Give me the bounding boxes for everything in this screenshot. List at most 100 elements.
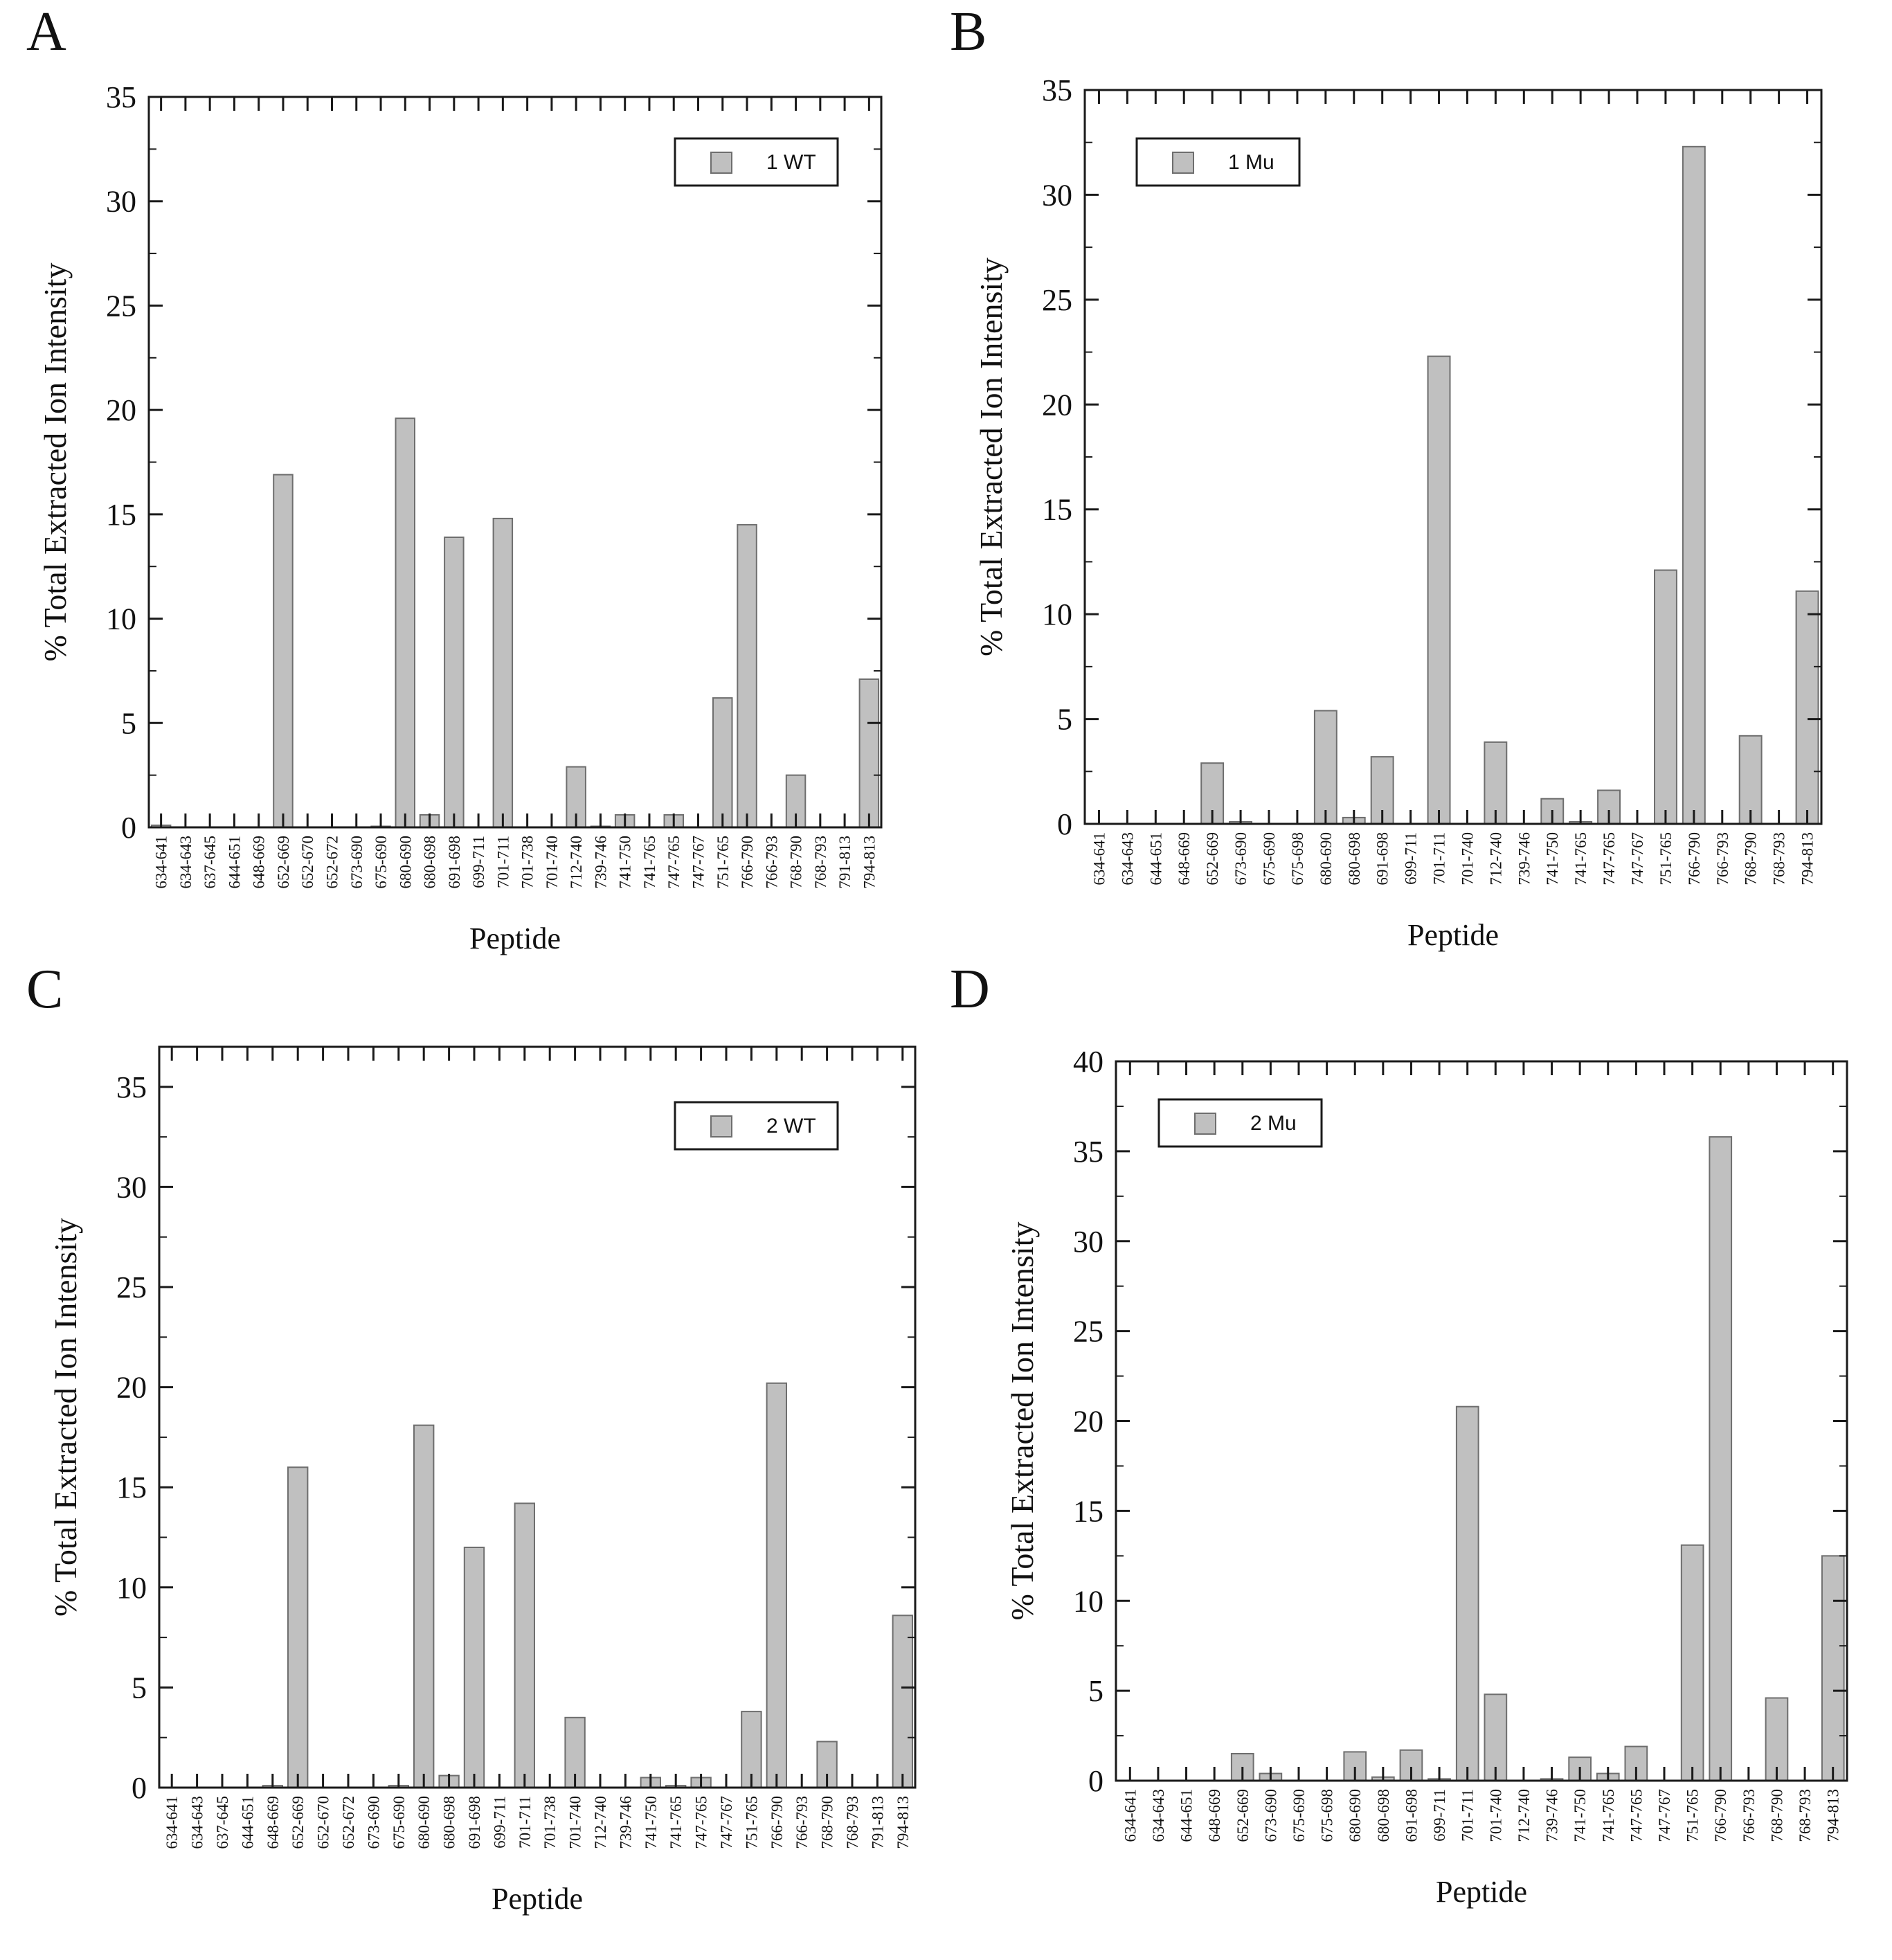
x-tick-label: 747-765	[665, 836, 683, 889]
x-tick-label: 741-765	[1572, 832, 1589, 885]
bar-701-711	[514, 1502, 535, 1788]
x-tick-label: 766-790	[1712, 1789, 1729, 1842]
x-tick-label: 701-738	[541, 1796, 559, 1849]
x-tick-label: 680-690	[1346, 1789, 1364, 1842]
x-tick-label: 637-645	[214, 1796, 231, 1849]
x-tick-label: 766-793	[763, 836, 780, 889]
y-tick-label: 35	[1073, 1135, 1103, 1169]
x-axis-title: Peptide	[1407, 918, 1499, 952]
x-tick-label: 652-669	[1204, 832, 1221, 885]
x-tick-label: 634-641	[1121, 1789, 1139, 1842]
bar-680-690	[1313, 710, 1337, 825]
y-tick-label: 0	[132, 1771, 147, 1805]
legend-swatch	[1194, 1113, 1216, 1135]
x-tick-label: 712-740	[568, 836, 585, 889]
x-tick-label: 699-711	[470, 836, 487, 888]
x-tick-label: 634-641	[1090, 832, 1108, 885]
x-tick-label: 768-790	[1742, 832, 1760, 885]
x-tick-label: 701-711	[516, 1796, 534, 1849]
y-axis-title: % Total Extracted Ion Intensity	[1004, 1222, 1040, 1621]
x-tick-label: 648-669	[264, 1796, 282, 1849]
x-tick-label: 741-750	[642, 1796, 660, 1849]
y-tick-label: 10	[106, 602, 136, 636]
chart-root: A 0 5 10 15 20 25 30 35 634-641 634-643 637-645 644-…	[26, 1, 1848, 1916]
x-tick-label: 680-698	[422, 836, 439, 889]
x-tick-label: 652-669	[275, 836, 292, 889]
x-tick-label: 701-711	[1459, 1789, 1477, 1842]
x-tick-label: 648-669	[1175, 832, 1193, 885]
x-tick-label: 766-793	[1740, 1789, 1758, 1842]
x-tick-label: 766-790	[1686, 832, 1703, 885]
bar-652-669	[287, 1466, 309, 1789]
y-tick-label: 15	[116, 1471, 147, 1504]
x-tick-label: 794-813	[1825, 1789, 1842, 1842]
x-tick-label: 741-765	[667, 1796, 685, 1849]
y-tick-label: 30	[116, 1170, 147, 1204]
x-tick-label: 634-643	[1150, 1789, 1167, 1842]
legend-swatch	[710, 1115, 732, 1138]
y-tick-label: 5	[132, 1671, 147, 1705]
x-tick-label: 673-690	[348, 836, 366, 889]
x-tick-label: 652-672	[324, 836, 341, 889]
y-tick-label: 20	[116, 1371, 147, 1405]
x-tick-label: 741-765	[641, 836, 658, 889]
x-tick-label: 699-711	[491, 1796, 508, 1849]
x-tick-label: 794-813	[1799, 832, 1817, 885]
y-axis-title: % Total Extracted Ion Intensity	[973, 258, 1009, 656]
x-tick-label: 652-669	[1234, 1789, 1252, 1842]
x-tick-label: 747-765	[693, 1796, 710, 1849]
x-tick-label: 751-765	[1684, 1789, 1702, 1842]
x-tick-label: 766-790	[768, 1796, 786, 1849]
y-tick-label: 10	[1042, 597, 1072, 631]
x-tick-label: 701-711	[494, 836, 512, 888]
y-tick-label: 0	[121, 811, 136, 845]
legend-label: 2 WT	[766, 1115, 816, 1138]
legend-box	[674, 1101, 839, 1151]
x-tick-label: 634-641	[153, 836, 170, 889]
chart-panel-b: B 0 5 10 15 20 25 30 35 634-641 634-643 644-651 648-…	[950, 1, 1823, 952]
panel-letter: C	[26, 959, 63, 1020]
bar-680-690	[395, 417, 415, 828]
bar-691-698	[444, 537, 465, 828]
x-tick-label: 652-672	[340, 1796, 357, 1849]
x-tick-label: 644-651	[239, 1796, 256, 1849]
y-tick-label: 15	[1073, 1494, 1103, 1528]
y-tick-label: 15	[1042, 493, 1072, 527]
x-tick-label: 701-740	[1487, 1789, 1504, 1842]
y-tick-label: 30	[1073, 1225, 1103, 1259]
x-tick-label: 691-698	[1403, 1789, 1420, 1842]
x-tick-label: 680-690	[1317, 832, 1335, 885]
x-tick-label: 675-698	[1319, 1789, 1336, 1842]
y-tick-label: 25	[1073, 1315, 1103, 1349]
x-tick-label: 675-698	[1289, 832, 1306, 885]
bar-766-790	[737, 523, 757, 829]
x-tick-label: 768-790	[1768, 1789, 1785, 1842]
x-tick-label: 739-746	[592, 836, 609, 889]
bar-766-790	[766, 1382, 787, 1789]
x-tick-label: 768-790	[819, 1796, 836, 1849]
legend-swatch	[1172, 152, 1194, 174]
y-tick-label: 35	[1042, 73, 1072, 107]
x-tick-label: 712-740	[1487, 832, 1504, 885]
panel-letter: B	[950, 1, 986, 62]
legend-label: 1 WT	[766, 151, 816, 174]
legend-box	[674, 137, 839, 187]
x-tick-label: 751-765	[743, 1796, 760, 1849]
panel-letter: D	[950, 959, 990, 1020]
x-tick-label: 673-690	[1262, 1789, 1279, 1842]
x-tick-label: 675-690	[390, 1796, 408, 1849]
bar-766-790	[1682, 145, 1706, 825]
x-tick-label: 739-746	[617, 1796, 634, 1849]
x-tick-label: 680-698	[1375, 1789, 1392, 1842]
x-tick-label: 701-740	[567, 1796, 584, 1849]
x-tick-label: 751-765	[714, 836, 732, 889]
x-tick-label: 701-711	[1431, 832, 1448, 885]
x-tick-label: 691-698	[446, 836, 463, 889]
x-tick-label: 634-643	[177, 836, 195, 889]
y-tick-label: 35	[116, 1070, 147, 1104]
legend-box	[1157, 1098, 1323, 1148]
y-tick-label: 10	[1073, 1584, 1103, 1618]
y-tick-label: 5	[121, 706, 136, 740]
x-tick-label: 652-670	[315, 1796, 332, 1849]
x-tick-label: 691-698	[466, 1796, 483, 1849]
